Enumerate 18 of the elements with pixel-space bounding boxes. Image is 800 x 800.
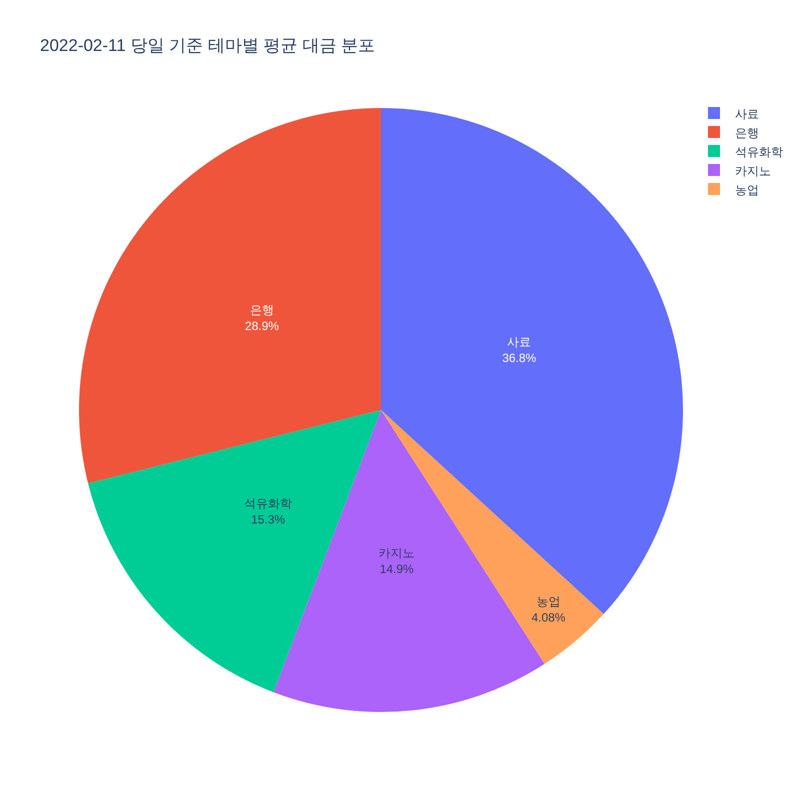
legend-label: 석유화학 [735,145,783,159]
data-label: 28.9% [244,319,280,334]
data-label: 15.3% [251,512,286,526]
chart-title: 2022-02-11 당일 기준 테마별 평균 대금 분포 [40,36,376,55]
legend-label: 농업 [735,183,759,197]
legend-label: 카지노 [735,164,771,178]
slice: 은행 28.9% [79,108,381,484]
data-label: 4.08% [531,610,566,625]
slice-label: 사료 [507,335,532,350]
slice-label: 농업 [536,594,560,609]
slice-label: 카지노 [378,546,415,560]
legend-label: 은행 [735,126,759,140]
data-label: 14.9% [380,562,414,576]
slice-label: 석유화학 [244,496,292,510]
legend-label: 사료 [735,107,759,121]
slice-label: 은행 [250,303,274,318]
slice: 석유화학 15.3% [88,410,381,692]
data-label: 36.8% [502,351,537,366]
